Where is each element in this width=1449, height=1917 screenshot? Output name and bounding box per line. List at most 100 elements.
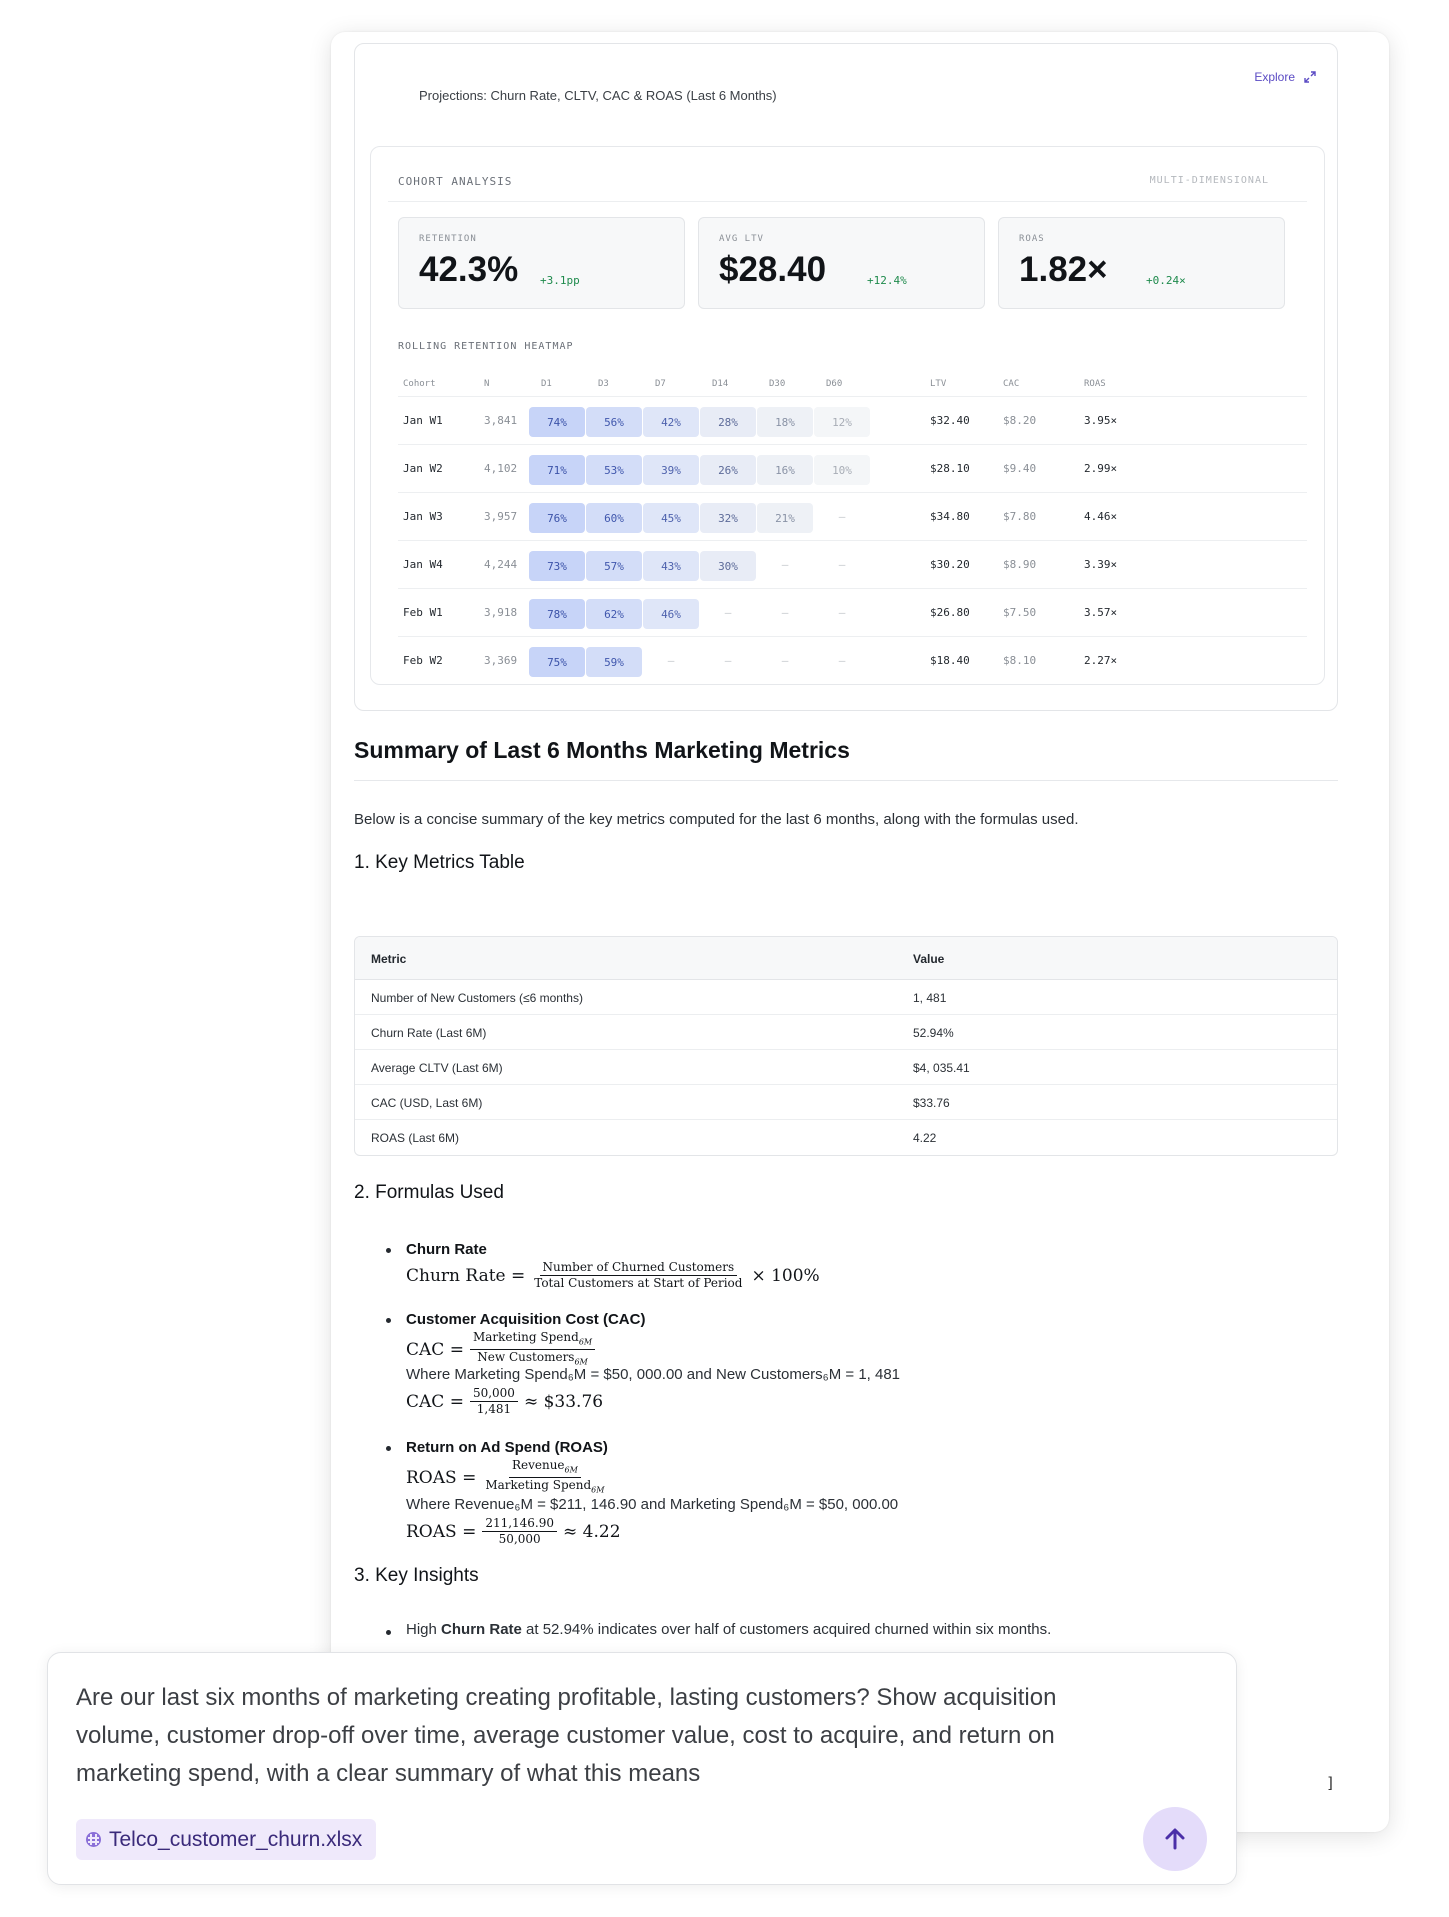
table-header-cell: Value [913,952,945,966]
arrow-up-icon [1165,1828,1185,1850]
heatmap-cell: 42% [643,407,699,437]
heatmap-cell: 30% [700,551,756,581]
numerator: 211,146.90 [482,1517,558,1532]
cohort-label: Feb W2 [403,654,443,667]
formula-title-churn: Churn Rate [406,1241,487,1258]
heatmap-cell: 18% [757,407,813,437]
heatmap-cell: 75% [529,647,585,677]
heatmap-cell-empty: — [781,654,789,667]
chat-composer: Are our last six months of marketing cre… [47,1652,1237,1885]
denominator: Total Customers at Start of Period [534,1276,743,1290]
cohort-ltv: $32.40 [930,414,970,427]
metric-value: 4.22 [913,1131,937,1145]
send-button[interactable] [1143,1807,1207,1871]
attachment-chip[interactable]: Telco_customer_churn.xlsx [76,1819,377,1860]
section-heading-key-metrics: 1. Key Metrics Table [354,852,525,873]
cohort-size: 3,841 [484,414,518,427]
metric-value: $4, 035.41 [913,1061,970,1075]
bullet [386,1630,391,1635]
heatmap-column-header: ROAS [1084,379,1106,389]
heatmap-cell: 39% [643,455,699,485]
cohort-label: Jan W4 [403,558,443,571]
heatmap-cell: 26% [700,455,756,485]
denominator: 1,481 [476,1402,512,1416]
expand-icon [1304,71,1316,83]
cohort-roas: 3.95× [1084,414,1118,427]
heatmap-cell: 74% [529,407,585,437]
heatmap-cell-empty: — [781,558,789,571]
cohort-size: 3,957 [484,510,518,523]
heatmap-cell: 53% [586,455,642,485]
insight-prefix: High [406,1621,442,1638]
cohort-roas: 3.57× [1084,606,1118,619]
heatmap-cell: 21% [757,503,813,533]
metric-name: Number of New Customers (≤6 months) [371,991,583,1005]
heatmap-cell: 56% [586,407,642,437]
heatmap-title: ROLLING RETENTION HEATMAP [398,341,574,352]
cohort-cac: $9.40 [1003,462,1037,475]
cohort-ltv: $26.80 [930,606,970,619]
formula-roas-calc: ROAS = 211,146.90 50,000 ≈ 4.22 [406,1517,621,1546]
heatmap-cell: 43% [643,551,699,581]
cohort-label: Feb W1 [403,606,443,619]
denominator: 50,000 [498,1532,541,1546]
heatmap-column-header: D60 [826,379,843,389]
metric-value: 52.94% [913,1026,954,1040]
explore-button[interactable]: Explore [1254,70,1317,84]
kpi-retention: RETENTION 42.3% +3.1pp [398,217,685,309]
fraction: 50,000 1,481 [469,1387,518,1416]
heatmap-row: Jan W4 4,244 73% 57% 43% 30% — — $30.20 $8.90 3.39… [398,541,1307,589]
bullet [386,1446,391,1451]
denominator-text: Marketing Spend [485,1478,592,1493]
cohort-cac: $8.20 [1003,414,1037,427]
formula-title-roas: Return on Ad Spend (ROAS) [406,1439,608,1456]
attachment-name: Telco_customer_churn.xlsx [109,1827,363,1851]
metric-value: 1, 481 [913,991,947,1005]
heatmap-cell: 12% [814,407,870,437]
heatmap-row: Feb W1 3,918 78% 62% 46% — — — $26.80 $7.50 3.57× [398,589,1307,637]
table-row: ROAS (Last 6M) 4.22 [355,1120,1337,1155]
kpi-roas: ROAS 1.82× +0.24× [998,217,1285,309]
fraction: Number of Churned Customers Total Custom… [531,1261,745,1290]
numerator: Number of Churned Customers [539,1261,738,1276]
heatmap-cell-empty: — [667,654,675,667]
widget-title: Projections: Churn Rate, CLTV, CAC & ROA… [419,88,777,103]
heatmap-cell: 76% [529,503,585,533]
fraction: 211,146.90 50,000 [482,1517,558,1546]
insight-item: High Churn Rate at 52.94% indicates over… [406,1621,1051,1638]
heatmap-column-header: Cohort [403,379,436,389]
kpi-delta: +3.1pp [540,274,580,287]
cohort-ltv: $28.10 [930,462,970,475]
cohort-label: Jan W2 [403,462,443,475]
heatmap-cell-empty: — [724,606,732,619]
divider [354,780,1338,781]
explore-label: Explore [1254,70,1295,84]
heatmap-column-header: D3 [598,379,609,389]
kpi-delta: +0.24× [1146,274,1186,287]
fraction: Marketing Spend6M New Customers6M [469,1331,596,1369]
denominator: Marketing Spend6M [482,1478,607,1496]
prompt-input[interactable]: Are our last six months of marketing cre… [76,1684,1057,1787]
formula-roas: ROAS = Revenue6M Marketing Spend6M [406,1459,613,1497]
insight-bold: Churn Rate [441,1621,522,1638]
cohort-ltv: $18.40 [930,654,970,667]
bullet [386,1318,391,1323]
kpi-label: RETENTION [419,234,477,244]
heatmap-cell-empty: — [781,606,789,619]
numerator: Marketing Spend6M [469,1331,596,1351]
formula-tail: ≈ $33.76 [523,1391,604,1412]
heatmap-cell: 32% [700,503,756,533]
kpi-value: $28.40 [719,250,827,289]
numerator: 50,000 [469,1387,518,1402]
divider [388,201,1307,202]
metric-name: ROAS (Last 6M) [371,1131,460,1145]
heatmap-column-header: LTV [930,379,947,389]
table-row: Number of New Customers (≤6 months) 1, 48… [355,980,1337,1015]
numerator-subscript: 6M [578,1337,593,1347]
cohort-ltv: $34.80 [930,510,970,523]
formula-cac-calc: CAC = 50,000 1,481 ≈ $33.76 [406,1387,603,1416]
heatmap-header: Cohort N D1 D3 D7 D14 D30 D60 LTV CAC ROAS [398,367,1307,397]
denominator-subscript: 6M [574,1357,588,1367]
heatmap-column-header: N [484,379,490,389]
denominator-subscript: 6M [591,1485,605,1495]
